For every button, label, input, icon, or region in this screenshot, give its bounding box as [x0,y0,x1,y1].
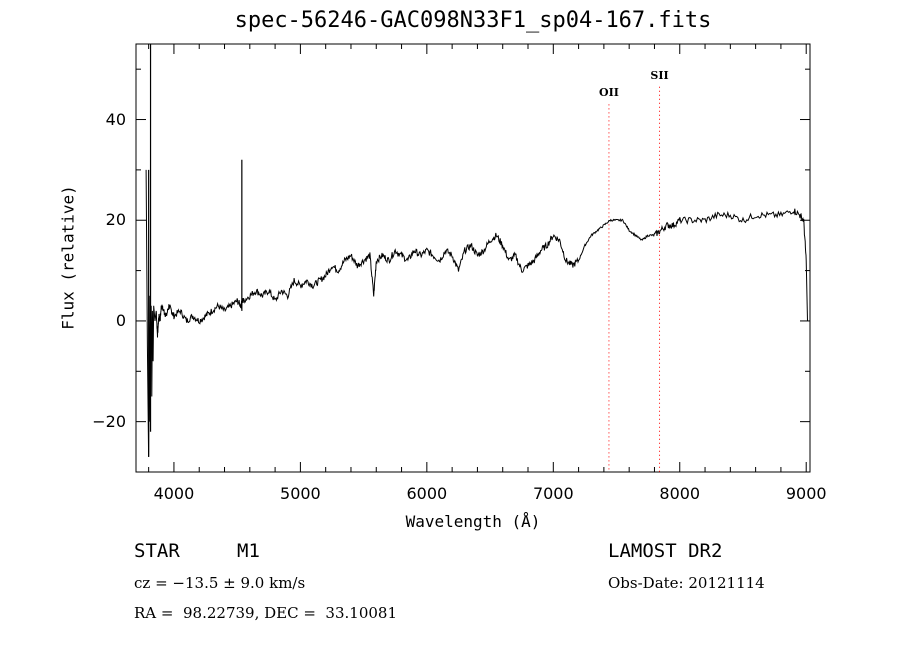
marker-layer [608,86,661,472]
observation-date: Obs-Date: 20121114 [608,574,765,592]
survey-name: LAMOST DR2 [608,540,723,562]
x-tick-label: 5000 [280,484,321,503]
x-tick-label: 8000 [659,484,701,503]
redshift-velocity: cz = −13.5 ± 9.0 km/s [134,574,306,592]
x-axis-label: Wavelength (Å) [405,512,541,531]
coordinates: RA = 98.22739, DEC = 33.10081 [134,604,398,622]
x-tick-label: 7000 [532,484,574,503]
emission-line-label: OII [599,86,619,100]
plot-frame-group [135,43,811,473]
y-tick-label: −20 [92,411,126,431]
plot-frame [135,43,811,473]
y-tick-label: 40 [105,109,126,129]
spectrum-series-line [145,169,808,457]
y-tick-label: 0 [115,310,126,330]
x-tick-label: 6000 [406,484,448,503]
x-tick-label: 4000 [153,484,195,503]
emission-line-label: SII [650,68,669,82]
tick-layer [136,44,810,473]
y-tick-label: 20 [105,210,126,230]
series-layer [145,44,808,457]
chart-title: spec-56246-GAC098N33F1_sp04-167.fits [234,8,712,33]
object-type: STAR [134,540,180,562]
spectral-class: M1 [237,540,260,562]
y-axis-label: Flux (relative) [58,185,78,330]
x-tick-label: 9000 [785,484,827,503]
